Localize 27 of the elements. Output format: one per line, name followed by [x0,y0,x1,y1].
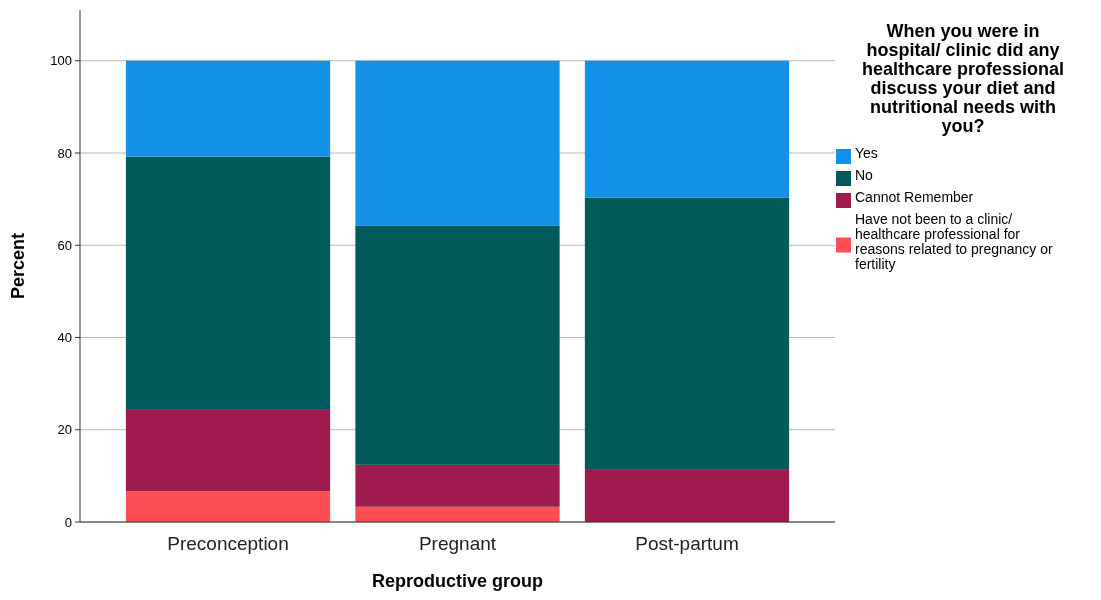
x-tick-label: Preconception [167,533,289,554]
legend-label: Cannot Remember [855,189,974,205]
y-tick-label: 60 [57,237,72,253]
bar [584,60,790,198]
legend-label: Yes [855,145,878,161]
bar [125,409,331,492]
y-tick-label: 80 [57,145,72,161]
legend-title: When you were in hospital/ clinic did any healthcare professional discuss your diet and nutritional needs with you? [861,21,1065,136]
bar [584,469,790,522]
legend-label: Have not been to a clinic/ healthcare professional for reasons related to pregnancy or fertility [855,211,1054,272]
bar [355,464,560,507]
y-tick-label: 40 [57,330,72,346]
y-axis-title: Percent [8,232,28,300]
x-tick-label: Pregnant [418,533,497,554]
bar [355,506,560,522]
y-tick-label: 100 [50,53,72,69]
bar [125,491,331,522]
bar [125,60,331,157]
bar [355,225,560,465]
y-tick-label: 0 [64,514,72,530]
legend-label: No [855,167,874,183]
x-tick-label: Post-partum [635,533,739,554]
x-axis-title: Reproductive group [371,571,544,591]
bar [355,60,560,226]
bar [584,197,790,470]
bar [125,156,331,410]
y-tick-label: 20 [57,422,72,438]
